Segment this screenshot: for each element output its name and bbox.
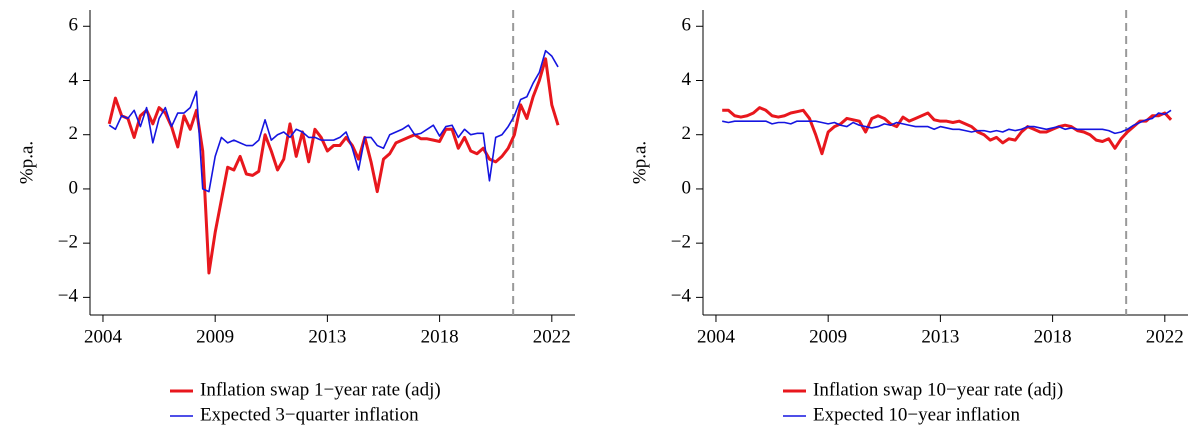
- y-tick-label: −4: [671, 286, 692, 307]
- series-line: [722, 109, 1172, 135]
- y-tick-label: −4: [58, 286, 79, 307]
- legend-label: Expected 10−year inflation: [813, 404, 1020, 425]
- y-tick-label: 6: [69, 15, 79, 36]
- y-tick-label: 0: [682, 177, 692, 198]
- x-tick-label: 2022: [1146, 326, 1184, 347]
- y-tick-label: 4: [69, 69, 79, 90]
- y-axis-label: %p.a.: [629, 141, 650, 184]
- legend-label: Inflation swap 1−year rate (adj): [200, 379, 441, 400]
- y-tick-label: −2: [58, 232, 78, 253]
- x-tick-label: 2018: [421, 326, 459, 347]
- y-tick-label: 0: [69, 177, 79, 198]
- series-line: [108, 49, 559, 193]
- x-tick-label: 2022: [533, 326, 571, 347]
- y-axis-label: %p.a.: [16, 141, 37, 184]
- x-tick-label: 2009: [809, 326, 847, 347]
- y-tick-label: 2: [682, 123, 692, 144]
- x-tick-label: 2018: [1034, 326, 1072, 347]
- series-line: [722, 106, 1173, 156]
- y-tick-label: 4: [682, 69, 692, 90]
- series-line: [107, 57, 560, 275]
- x-tick-label: 2013: [921, 326, 959, 347]
- y-tick-label: −2: [671, 232, 691, 253]
- y-tick-label: 6: [682, 15, 692, 36]
- x-tick-label: 2013: [308, 326, 346, 347]
- legend-label: Inflation swap 10−year rate (adj): [813, 379, 1063, 400]
- x-tick-label: 2009: [196, 326, 234, 347]
- x-tick-label: 2004: [84, 326, 123, 347]
- x-tick-label: 2004: [697, 326, 736, 347]
- y-tick-label: 2: [69, 123, 79, 144]
- legend-label: Expected 3−quarter inflation: [200, 404, 419, 425]
